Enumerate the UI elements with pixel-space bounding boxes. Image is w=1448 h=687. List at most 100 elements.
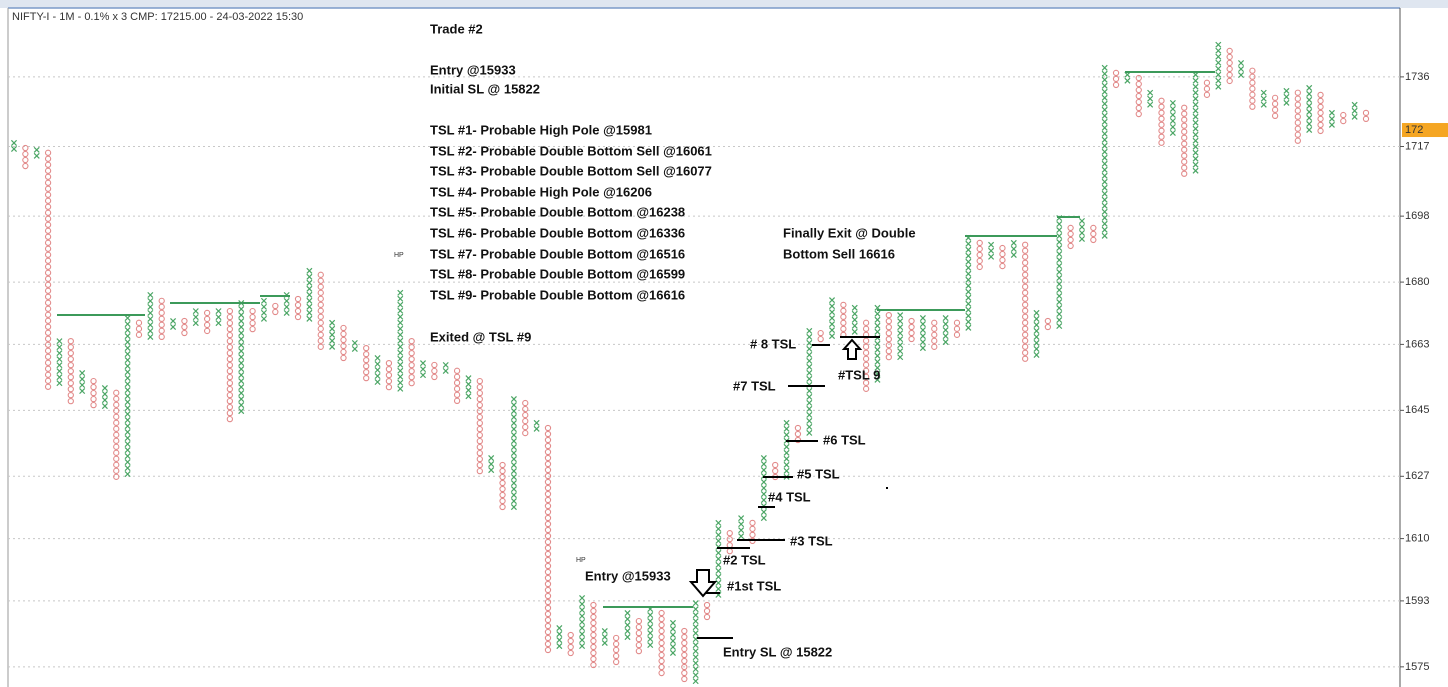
o-box <box>226 367 234 375</box>
o-box <box>453 379 461 386</box>
x-box <box>238 372 245 379</box>
o-box <box>499 485 506 493</box>
x-box <box>79 388 86 395</box>
x-box <box>1056 323 1063 330</box>
x-box <box>965 258 972 265</box>
o-box <box>44 233 52 240</box>
o-box <box>522 405 529 413</box>
x-box <box>465 387 472 394</box>
x-box <box>828 309 836 316</box>
o-box <box>44 167 52 174</box>
o-box <box>658 627 665 635</box>
o-box <box>476 425 483 433</box>
x-column <box>215 308 222 327</box>
o-box <box>44 197 52 204</box>
x-column <box>624 610 631 641</box>
x-box <box>806 333 813 340</box>
x-box <box>556 631 563 638</box>
o-box <box>113 461 120 468</box>
x-box <box>10 145 18 152</box>
x-box <box>238 384 245 391</box>
x-box <box>1101 196 1108 203</box>
green-lines <box>57 71 1215 608</box>
o-box <box>226 319 234 327</box>
o-box <box>999 250 1006 258</box>
x-box <box>147 309 154 317</box>
x-box <box>1351 101 1358 108</box>
x-box <box>783 431 790 438</box>
o-box <box>158 303 165 310</box>
x-box <box>1101 220 1108 227</box>
o-box <box>635 641 643 649</box>
x-box <box>397 367 404 374</box>
x-box <box>669 643 676 650</box>
o-box <box>203 327 211 335</box>
o-box <box>885 341 892 349</box>
o-box <box>1158 97 1165 104</box>
o-box <box>44 179 52 186</box>
x-box <box>1033 315 1040 322</box>
o-box <box>840 307 847 315</box>
x-column <box>101 385 108 410</box>
x-box <box>1124 71 1131 78</box>
top-bar <box>0 0 1448 8</box>
x-box <box>874 376 881 383</box>
x-box <box>1101 136 1108 143</box>
o-box <box>1271 100 1279 107</box>
o-column <box>90 377 97 409</box>
x-box <box>510 450 517 457</box>
o-box <box>885 353 892 361</box>
x-box <box>647 635 654 643</box>
o-box <box>908 317 915 325</box>
x-box <box>419 372 427 379</box>
x-box <box>488 455 495 462</box>
x-box <box>56 368 63 375</box>
o-box <box>590 655 597 663</box>
x-box <box>192 314 199 321</box>
o-box <box>226 409 234 417</box>
x-box <box>874 370 881 377</box>
o-box <box>385 371 393 379</box>
x-column <box>33 146 40 159</box>
o-box <box>1022 265 1029 272</box>
x-box <box>647 641 654 649</box>
o-box <box>1022 295 1029 302</box>
x-box <box>238 312 245 319</box>
o-box <box>44 377 52 384</box>
y-tick-label: 1736 <box>1405 71 1429 83</box>
annotation: #7 TSL <box>733 378 776 393</box>
o-box <box>476 389 483 397</box>
x-box <box>806 405 813 412</box>
x-box <box>124 453 131 460</box>
x-box <box>760 515 767 522</box>
o-box <box>772 461 779 469</box>
x-box <box>1056 251 1063 258</box>
o-box <box>453 397 461 404</box>
o-box <box>431 367 438 375</box>
o-box <box>135 319 143 326</box>
x-box <box>1101 130 1108 137</box>
note: TSL #8- Probable Double Bottom @16599 <box>430 266 685 281</box>
x-box <box>851 310 858 317</box>
x-box <box>897 330 904 337</box>
x-box <box>579 613 586 620</box>
x-box <box>1192 137 1199 144</box>
annotation-lines <box>57 71 1215 639</box>
o-column <box>113 389 120 480</box>
x-column <box>465 375 472 400</box>
o-box <box>1294 137 1301 144</box>
x-box <box>556 625 563 632</box>
x-box <box>1192 101 1199 108</box>
x-column <box>1283 87 1290 106</box>
x-box <box>238 366 245 373</box>
x-box <box>556 643 563 650</box>
o-box <box>544 556 552 564</box>
o-box <box>67 374 74 381</box>
o-box <box>544 574 552 582</box>
x-box <box>1101 184 1108 191</box>
o-box <box>544 424 552 432</box>
x-box <box>306 303 313 310</box>
x-box <box>783 419 790 426</box>
o-box <box>44 191 52 198</box>
